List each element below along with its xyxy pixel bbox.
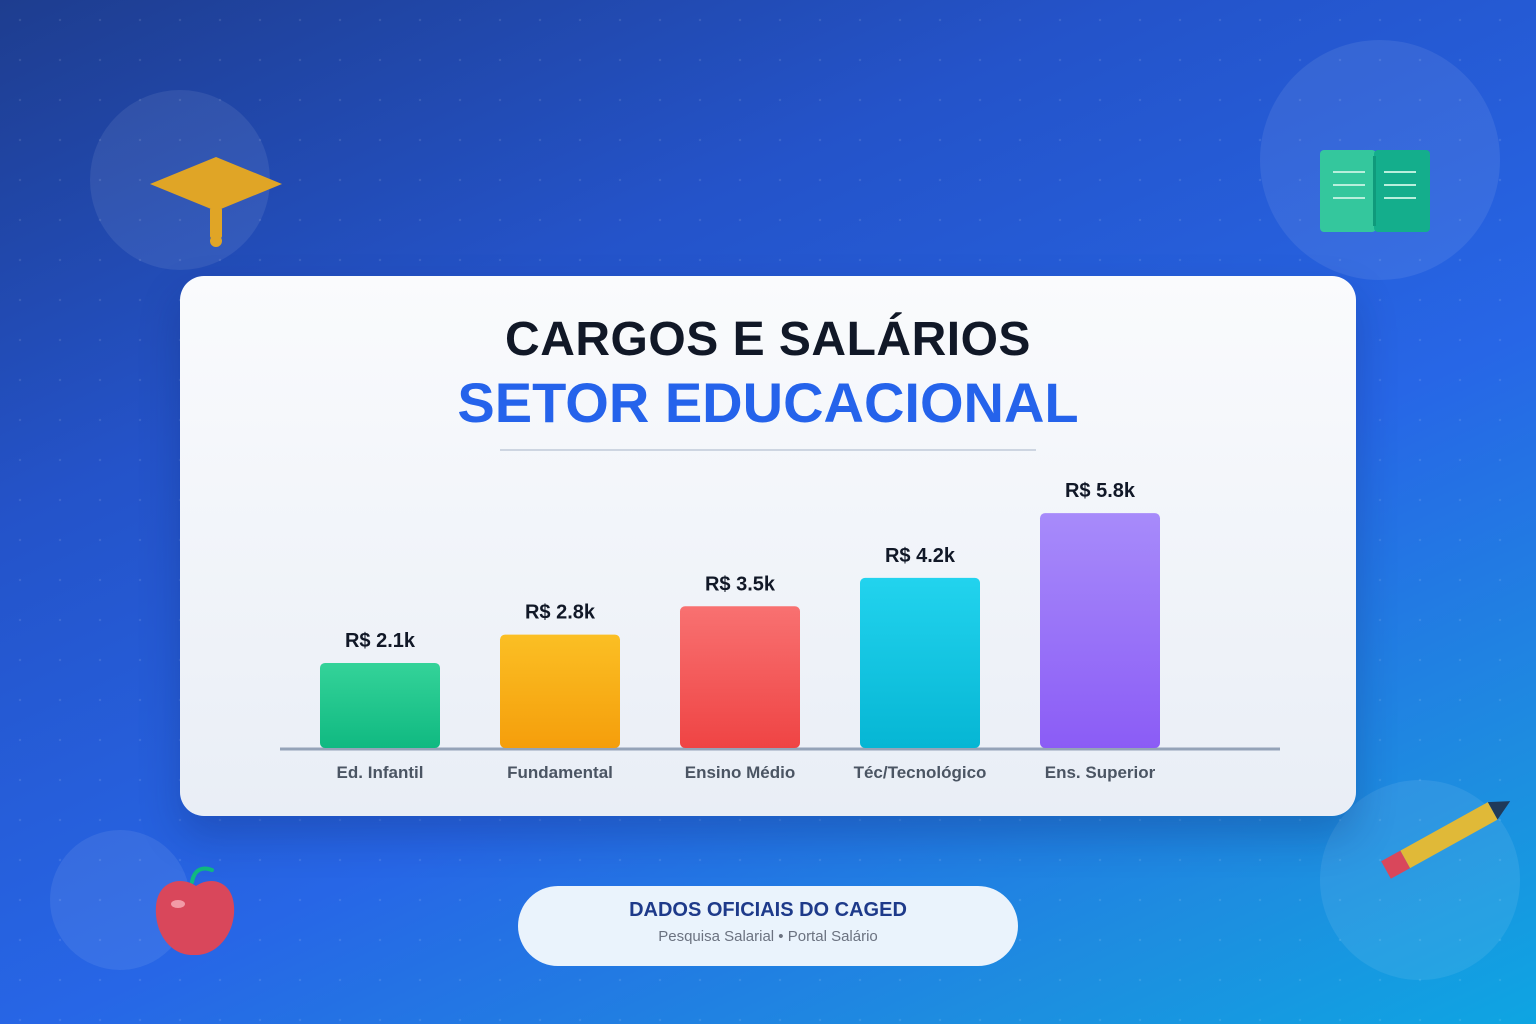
chart-subtitle: SETOR EDUCACIONAL: [457, 371, 1079, 434]
source-title: DADOS OFICIAIS DO CAGED: [629, 899, 907, 921]
bar-value-label-1: R$ 2.1k: [345, 630, 416, 652]
apple-icon: [155, 866, 235, 956]
chart-title: CARGOS E SALÁRIOS: [505, 313, 1031, 366]
category-label-2: Fundamental: [507, 763, 613, 782]
bar-1: [320, 662, 440, 748]
graduation-cap-icon: [150, 157, 282, 247]
bar-chart: R$ 2.1k Ed. Infantil R$ 2.8k Fundamental R$ …: [280, 480, 1280, 782]
category-label-1: Ed. Infantil: [337, 763, 424, 782]
bar-4: [860, 577, 980, 748]
source-badge: DADOS OFICIAIS DO CAGED Pesquisa Salaria…: [518, 886, 1018, 966]
category-label-5: Ens. Superior: [1045, 763, 1156, 782]
bar-value-label-4: R$ 4.2k: [885, 545, 956, 567]
source-subtitle: Pesquisa Salarial • Portal Salário: [658, 928, 878, 945]
bar-3: [680, 606, 800, 748]
book-icon: [1320, 150, 1430, 232]
bar-2: [500, 634, 620, 748]
category-label-4: Téc/Tecnológico: [854, 763, 987, 782]
bar-value-label-3: R$ 3.5k: [705, 573, 776, 595]
bar-5: [1040, 513, 1160, 748]
category-label-3: Ensino Médio: [685, 763, 796, 782]
bar-value-label-5: R$ 5.8k: [1065, 480, 1136, 502]
pencil-icon: [1381, 801, 1511, 879]
chart-card: CARGOS E SALÁRIOS SETOR EDUCACIONAL R$ 2…: [180, 276, 1356, 816]
title-divider: [500, 449, 1036, 451]
bar-value-label-2: R$ 2.8k: [525, 602, 596, 624]
